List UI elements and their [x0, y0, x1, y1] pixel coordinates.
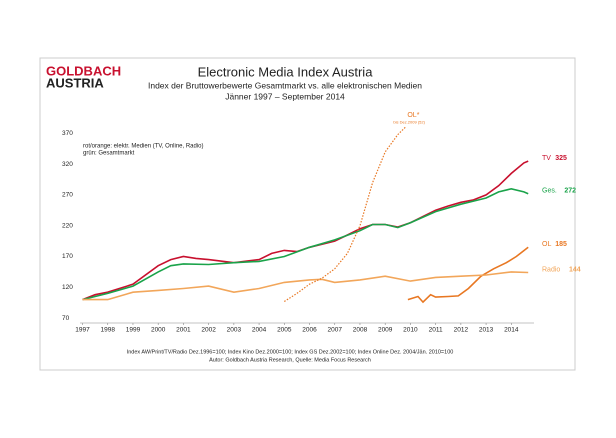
series-end-value: 325: [555, 155, 567, 162]
series-end-value: 144: [569, 266, 581, 273]
series-line: [82, 187, 529, 301]
footnote: Index AW/Print/TV/Radio Dez.1996=100; In…: [127, 349, 454, 355]
logo-bottom: AUSTRIA: [46, 75, 104, 90]
x-tick-label: 2002: [201, 327, 216, 334]
series-line: [283, 126, 406, 303]
x-tick-label: 2000: [151, 327, 166, 334]
x-tick-label: 2006: [302, 327, 317, 334]
x-tick-label: 2013: [479, 327, 494, 334]
x-tick-label: 2010: [403, 327, 418, 334]
series-annotation: bis Dez.2009 (52): [393, 119, 425, 124]
series-label: Ges.: [542, 188, 557, 195]
logo-top: GOLDBACH: [46, 63, 121, 78]
y-tick-label: 70: [62, 315, 70, 322]
x-tick-label: 2007: [328, 327, 343, 334]
y-tick-label: 370: [62, 130, 73, 137]
slide-frame: [39, 57, 576, 371]
subtitle: Index der Bruttowerbewerte Gesamtmarkt v…: [148, 80, 422, 90]
series-end-value: 185: [555, 241, 567, 248]
x-tick-label: 2009: [378, 327, 393, 334]
y-tick-label: 120: [62, 284, 73, 291]
note: grün: Gesamtmarkt: [83, 151, 135, 157]
footnote: Autor: Goldbach Austria Research, Quelle…: [209, 357, 371, 363]
x-tick-label: 2005: [277, 327, 292, 334]
y-tick-label: 170: [62, 253, 73, 260]
note: rot/orange: elektr. Medien (TV, Online, …: [83, 144, 204, 150]
x-tick-label: 2008: [353, 327, 368, 334]
x-tick-label: 2014: [504, 327, 519, 334]
chart-title: Electronic Media Index Austria: [198, 64, 374, 79]
y-tick-label: 220: [62, 222, 73, 229]
x-tick-label: 2012: [454, 327, 469, 334]
x-tick-label: 1997: [75, 327, 90, 334]
x-tick-label: 1999: [126, 327, 141, 334]
series-line: [407, 246, 529, 304]
x-tick-label: 2001: [176, 327, 191, 334]
series-label: OL: [542, 241, 551, 248]
subtitle: Jänner 1997 – September 2014: [225, 91, 345, 101]
series-label: TV: [542, 155, 551, 162]
y-tick-label: 270: [62, 192, 73, 199]
series-line: [82, 271, 529, 301]
series-label: Radio: [542, 266, 560, 273]
series-label: OL*: [407, 112, 419, 119]
y-tick-label: 320: [62, 161, 73, 168]
x-tick-label: 2004: [252, 327, 267, 334]
series-end-value: 272: [564, 188, 576, 195]
x-tick-label: 2011: [429, 327, 443, 334]
x-tick-label: 1998: [101, 327, 116, 334]
x-tick-label: 2003: [227, 327, 242, 334]
